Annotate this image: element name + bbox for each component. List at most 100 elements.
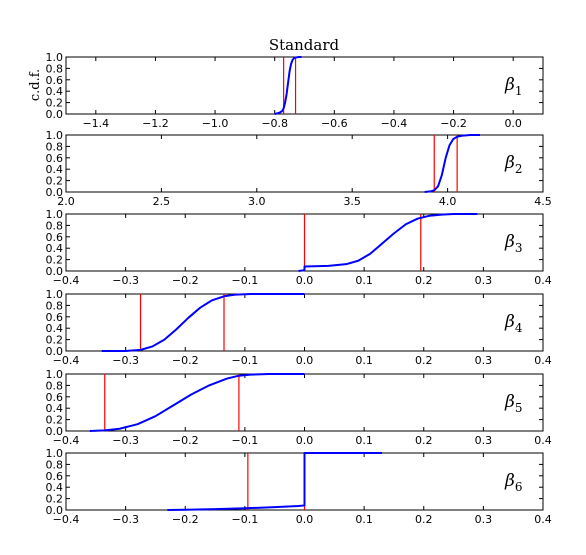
- panel-label: β5: [504, 392, 522, 415]
- x-tick-label: −0.4: [53, 354, 80, 367]
- y-tick-label: 1.0: [46, 447, 64, 460]
- x-tick-label: −0.3: [112, 274, 139, 287]
- y-tick-label: 0.2: [46, 414, 64, 427]
- x-tick-label: −1.0: [202, 117, 229, 130]
- panel-label-subscript: 1: [515, 84, 523, 98]
- x-tick-label: −0.2: [172, 513, 199, 526]
- cdf-curve: [274, 56, 302, 115]
- cdf-curve: [89, 373, 305, 432]
- y-tick-label: 0.4: [46, 481, 64, 494]
- y-tick-label: 0.4: [46, 242, 64, 255]
- y-axis-label: c.d.f.: [28, 69, 43, 101]
- panel-5: 0.00.20.40.60.81.0−0.4 −0.3 −0.2 −0.1 0.0 0.1…: [46, 368, 552, 447]
- y-tick-label: 0.6: [46, 311, 64, 324]
- x-tick-label: 0.3: [475, 354, 493, 367]
- x-tick-label: −0.4: [381, 117, 408, 130]
- x-tick-label: 4.0: [439, 195, 457, 208]
- panel-label: β1: [504, 75, 522, 98]
- y-tick-label: 0.6: [46, 391, 64, 404]
- y-tick-label: 0.4: [46, 322, 64, 335]
- panel-2: 0.00.20.40.60.81.0 2.0 2.5 3.0 3.5 4.0 4.5 β2: [46, 129, 552, 208]
- figure-title: Standard: [269, 36, 340, 54]
- x-tick-label: −0.2: [440, 117, 467, 130]
- y-tick-label: 0.4: [46, 402, 64, 415]
- x-tick-label: −0.2: [172, 274, 199, 287]
- panel-1: 0.00.20.40.60.81.0−1.4 −1.2 −1.0 −0.8 −0.6 −0…: [46, 51, 544, 130]
- cdf-curve: [298, 213, 478, 272]
- x-tick-label: −0.1: [232, 434, 259, 447]
- panel-label-base: β: [504, 312, 515, 332]
- x-tick-label: −1.4: [82, 117, 109, 130]
- x-tick-label: −0.1: [232, 354, 259, 367]
- panel-label: β3: [504, 232, 522, 255]
- panel-label: β4: [504, 312, 523, 335]
- x-tick-label: 2.0: [57, 195, 75, 208]
- y-tick-label: 1.0: [46, 51, 64, 64]
- x-tick-label: −0.6: [321, 117, 348, 130]
- x-tick-label: 0.1: [355, 513, 373, 526]
- x-tick-label: 0.0: [296, 434, 314, 447]
- y-tick-label: 0.8: [46, 458, 64, 471]
- x-tick-label: 0.4: [534, 274, 552, 287]
- x-tick-label: 0.2: [415, 274, 433, 287]
- cdf-curve: [424, 134, 481, 193]
- x-tick-label: −1.2: [142, 117, 169, 130]
- y-tick-label: 0.0: [46, 108, 64, 121]
- x-tick-label: −0.2: [172, 354, 199, 367]
- y-tick-label: 1.0: [46, 288, 64, 301]
- panel-label: β2: [504, 153, 522, 176]
- y-tick-label: 0.2: [46, 175, 64, 188]
- x-tick-label: 0.4: [534, 354, 552, 367]
- x-tick-label: 0.3: [475, 434, 493, 447]
- x-tick-label: −0.3: [112, 434, 139, 447]
- y-tick-label: 0.0: [46, 425, 64, 438]
- panel-label-subscript: 2: [515, 162, 523, 176]
- x-tick-label: 0.1: [355, 274, 373, 287]
- y-tick-label: 0.6: [46, 231, 64, 244]
- x-tick-label: 0.2: [415, 513, 433, 526]
- x-tick-label: 0.2: [415, 354, 433, 367]
- y-tick-label: 0.2: [46, 97, 64, 110]
- x-tick-label: 0.0: [296, 513, 314, 526]
- x-tick-label: 0.4: [534, 513, 552, 526]
- y-tick-label: 0.2: [46, 254, 64, 267]
- x-tick-label: 0.0: [296, 274, 314, 287]
- y-tick-label: 0.0: [46, 345, 64, 358]
- y-tick-label: 0.8: [46, 140, 64, 153]
- x-tick-label: −0.4: [53, 434, 80, 447]
- y-tick-label: 1.0: [46, 129, 64, 142]
- x-tick-label: 0.1: [355, 434, 373, 447]
- panel-label-base: β: [504, 153, 515, 173]
- panel-label-base: β: [504, 392, 515, 412]
- y-tick-label: 0.4: [46, 85, 64, 98]
- y-tick-label: 0.0: [46, 186, 64, 199]
- y-tick-label: 1.0: [46, 208, 64, 221]
- y-tick-label: 0.8: [46, 379, 64, 392]
- y-tick-label: 0.0: [46, 265, 64, 278]
- axes-frame: [65, 373, 544, 432]
- x-tick-label: −0.1: [232, 513, 259, 526]
- panel-label-subscript: 5: [515, 401, 523, 415]
- x-tick-label: −0.2: [172, 434, 199, 447]
- x-tick-label: −0.4: [53, 513, 80, 526]
- axes-frame: [65, 293, 544, 352]
- cdf-curve: [101, 293, 305, 352]
- x-tick-label: 0.1: [355, 354, 373, 367]
- x-tick-label: 0.0: [296, 354, 314, 367]
- x-tick-label: 4.5: [534, 195, 552, 208]
- x-tick-label: 0.0: [504, 117, 522, 130]
- x-tick-label: 0.3: [475, 513, 493, 526]
- axes-frame: [65, 56, 544, 115]
- x-tick-label: −0.3: [112, 513, 139, 526]
- x-tick-label: −0.3: [112, 354, 139, 367]
- x-tick-label: −0.4: [53, 274, 80, 287]
- y-tick-label: 0.6: [46, 470, 64, 483]
- axes-frame: [65, 134, 544, 193]
- y-tick-label: 0.8: [46, 219, 64, 232]
- panels-group: 0.00.20.40.60.81.0−1.4 −1.2 −1.0 −0.8 −0.6 −0…: [46, 51, 552, 526]
- y-tick-label: 0.6: [46, 152, 64, 165]
- x-tick-label: 0.3: [475, 274, 493, 287]
- y-tick-label: 0.0: [46, 504, 64, 517]
- y-tick-label: 0.2: [46, 334, 64, 347]
- y-tick-label: 1.0: [46, 368, 64, 381]
